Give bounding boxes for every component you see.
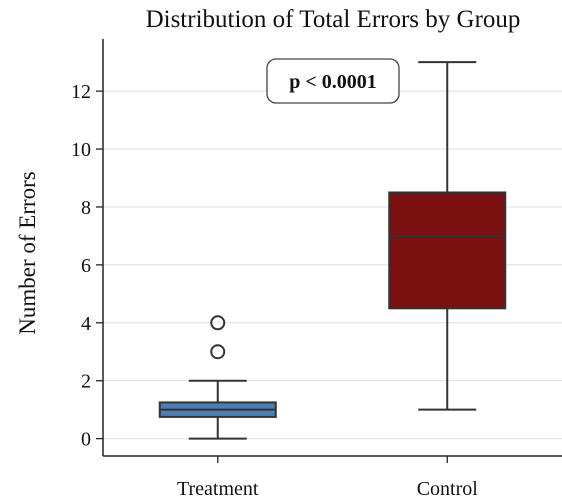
p-value-annotation: p < 0.0001 [266,58,400,104]
y-tick-label: 0 [81,429,91,451]
gridlines [103,90,562,440]
y-tick-label: 4 [81,313,91,335]
x-tick-label: Treatment [177,478,259,500]
y-tick-label: 2 [81,371,91,393]
y-axis-label: Number of Errors [15,171,40,335]
annotation-box [266,58,400,104]
boxes [158,61,507,440]
y-tick-label: 8 [81,197,91,219]
x-ticks: Treatment Control [177,456,478,500]
y-ticks: 0 2 4 6 8 10 12 [71,81,103,451]
chart-title: Distribution of Total Errors by Group [146,6,521,33]
iqr-box [388,191,507,310]
box-control [388,61,507,411]
x-tick-label: Control [417,478,479,500]
y-tick-label: 6 [81,255,91,277]
outlier-point [210,315,226,331]
annotation-text: p < 0.0001 [289,71,377,93]
box-treatment [158,315,277,440]
y-tick-label: 10 [71,139,91,161]
y-tick-label: 12 [71,81,91,103]
axes [102,39,562,457]
outlier-point [210,344,226,360]
